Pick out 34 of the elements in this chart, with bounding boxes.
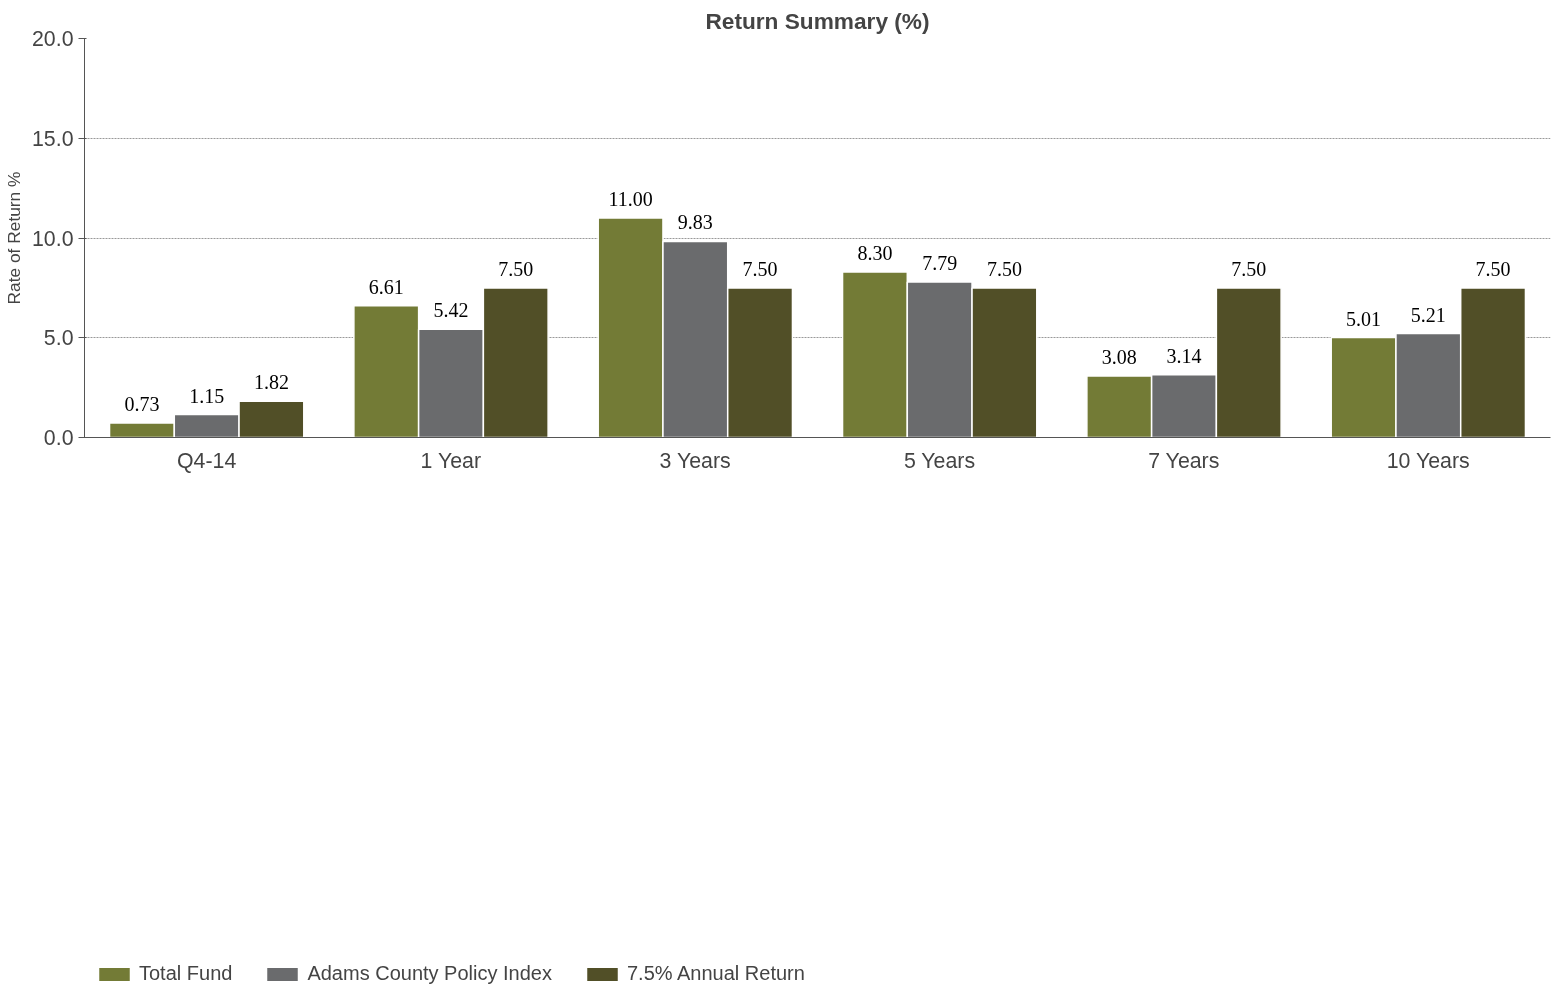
x-tick-label: 3 Years (659, 448, 731, 473)
y-axis-title: Rate of Return % (3, 171, 24, 305)
text: 7.50 (1231, 257, 1267, 280)
text: 5.42 (433, 299, 469, 322)
text: 6.61 (368, 275, 404, 298)
legend-label: Adams County Policy Index (307, 962, 552, 985)
x-tick-label: 7 Years (1148, 448, 1220, 473)
text: 1.15 (189, 384, 225, 407)
x-tick-label: Q4-14 (177, 448, 237, 473)
text: 3.14 (1166, 344, 1202, 367)
y-tick-label: 15.0 (31, 126, 74, 151)
text: 5.01 (1346, 307, 1382, 330)
text: 1.82 (253, 371, 289, 394)
y-tick-label: 10.0 (31, 226, 74, 251)
text: 7.50 (742, 257, 778, 280)
x-tick-label: 1 Year (420, 448, 482, 473)
legend-label: 7.5% Annual Return (626, 962, 805, 985)
text: 7.50 (498, 257, 534, 280)
y-tick-label: 0.0 (43, 426, 74, 450)
legend-label: Total Fund (139, 962, 233, 985)
text: 11.00 (608, 188, 653, 211)
text: 7.50 (1475, 257, 1511, 280)
y-tick-label: 5.0 (43, 326, 74, 351)
y-tick-label: 20.0 (31, 27, 74, 51)
text: 3.08 (1101, 346, 1137, 369)
x-tick-label: 10 Years (1386, 448, 1470, 473)
text: 7.79 (922, 252, 958, 275)
text: 0.73 (124, 392, 160, 415)
text: 5.21 (1410, 303, 1446, 326)
x-tick-label: 5 Years (903, 448, 976, 473)
text: 8.30 (857, 241, 893, 264)
chart-title: Return Summary (%) (705, 7, 930, 34)
text: 7.50 (986, 257, 1022, 280)
text: 9.83 (677, 211, 713, 234)
